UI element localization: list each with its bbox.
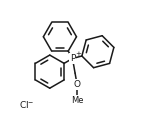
Text: Me: Me bbox=[71, 96, 83, 105]
Text: +: + bbox=[75, 51, 81, 57]
Text: O: O bbox=[74, 80, 81, 89]
Text: Cl$^{-}$: Cl$^{-}$ bbox=[19, 99, 35, 110]
Text: P: P bbox=[70, 54, 75, 63]
